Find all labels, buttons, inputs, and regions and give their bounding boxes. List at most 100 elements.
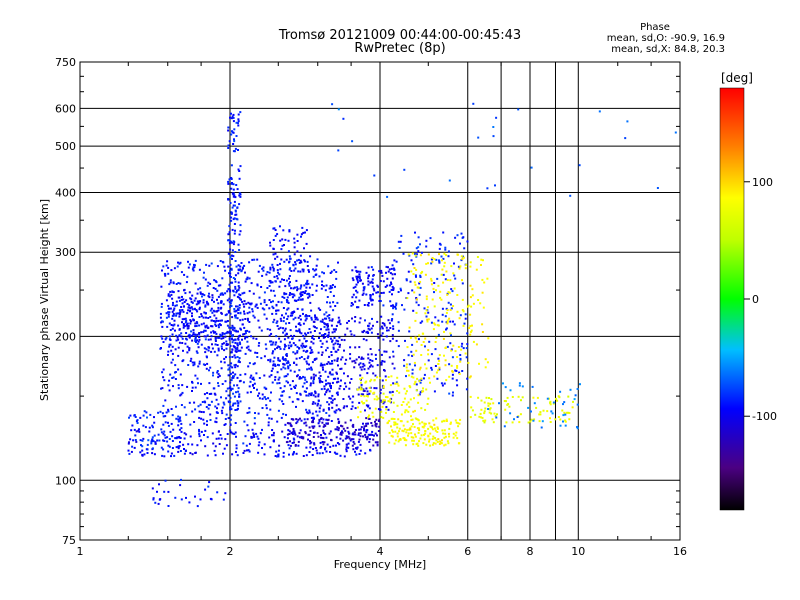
data-point	[288, 447, 291, 450]
data-point	[272, 440, 275, 443]
data-point	[317, 435, 320, 438]
data-point	[413, 291, 416, 294]
data-point	[363, 390, 366, 392]
data-point	[170, 324, 173, 326]
data-point	[538, 413, 541, 416]
data-point	[352, 438, 355, 441]
data-point	[415, 275, 417, 278]
data-point	[227, 129, 230, 132]
data-point	[274, 363, 276, 366]
data-point	[415, 340, 418, 343]
data-point	[368, 407, 371, 410]
data-point	[180, 332, 183, 335]
data-point	[173, 307, 176, 310]
data-point	[208, 481, 211, 484]
data-point	[443, 330, 445, 333]
data-point	[235, 330, 238, 333]
data-point	[331, 103, 334, 106]
data-point	[389, 391, 392, 394]
data-point	[369, 433, 371, 436]
data-point	[376, 434, 378, 437]
data-point	[359, 366, 362, 369]
data-point	[236, 356, 239, 358]
data-point	[310, 318, 313, 321]
data-point	[368, 328, 371, 331]
data-point	[502, 382, 504, 385]
data-point	[438, 359, 441, 362]
data-point	[362, 388, 365, 391]
data-point	[161, 337, 164, 340]
data-point	[324, 379, 327, 382]
data-point	[388, 431, 391, 434]
data-point	[417, 444, 420, 447]
data-point	[231, 258, 233, 260]
data-point	[302, 344, 305, 347]
data-point	[287, 444, 290, 447]
data-point	[433, 375, 436, 378]
data-point	[397, 291, 400, 293]
data-point	[370, 331, 373, 334]
data-point	[436, 431, 439, 433]
data-point	[312, 275, 315, 278]
data-point	[167, 266, 170, 269]
data-point	[267, 424, 270, 427]
data-point	[227, 374, 230, 377]
data-point	[363, 286, 366, 289]
data-point	[229, 290, 232, 293]
data-point	[269, 446, 272, 449]
data-point	[338, 420, 341, 423]
data-point	[249, 380, 252, 383]
data-point	[298, 261, 301, 264]
data-point	[209, 413, 212, 416]
data-point	[295, 299, 298, 302]
data-point	[352, 303, 354, 306]
data-point	[327, 265, 330, 268]
data-point	[449, 342, 452, 345]
data-point	[287, 381, 289, 384]
data-point	[568, 418, 571, 421]
data-point	[425, 245, 428, 248]
data-point	[363, 364, 366, 367]
data-point	[305, 340, 307, 343]
data-point	[304, 421, 307, 424]
data-point	[151, 447, 154, 450]
data-point	[177, 282, 180, 284]
data-point	[326, 315, 329, 318]
data-point	[183, 452, 186, 455]
data-point	[454, 434, 457, 437]
data-point	[556, 399, 559, 402]
data-point	[363, 287, 366, 290]
data-point	[384, 399, 386, 402]
data-point	[213, 350, 216, 353]
data-point	[272, 267, 275, 270]
data-point	[232, 402, 235, 405]
data-point	[286, 296, 289, 299]
data-point	[230, 389, 232, 392]
data-point	[388, 284, 391, 287]
data-point	[296, 420, 299, 423]
data-point	[215, 317, 218, 320]
data-point	[458, 442, 461, 445]
data-point	[299, 287, 302, 290]
data-point	[234, 409, 237, 411]
data-point	[555, 397, 557, 400]
data-point	[180, 271, 183, 274]
data-point	[386, 195, 389, 198]
data-point	[516, 416, 519, 418]
data-point	[229, 289, 232, 292]
data-point	[293, 451, 295, 453]
data-point	[195, 325, 198, 327]
data-point	[434, 341, 437, 343]
data-point	[346, 321, 349, 324]
data-point	[276, 277, 279, 280]
data-point	[187, 260, 189, 263]
data-point	[283, 316, 285, 319]
data-point	[240, 262, 243, 264]
data-point	[332, 328, 335, 331]
data-point	[434, 316, 437, 319]
data-point	[248, 407, 251, 410]
data-point	[279, 340, 282, 343]
data-point	[283, 363, 286, 366]
data-point	[304, 260, 306, 263]
data-point	[330, 270, 333, 273]
